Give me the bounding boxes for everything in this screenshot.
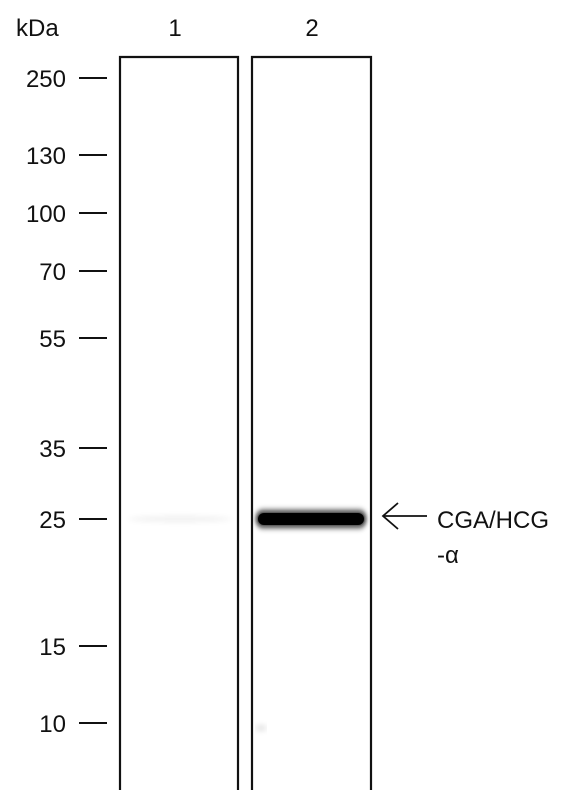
marker-label-35: 35 (39, 436, 66, 463)
unit-label: kDa (16, 15, 59, 42)
marker-label-25: 25 (39, 507, 66, 534)
marker-label-70: 70 (39, 259, 66, 286)
marker-ladder: 250 130 100 70 55 35 25 15 10 (26, 66, 107, 738)
lane-1-border (118, 55, 240, 790)
marker-label-100: 100 (26, 201, 66, 228)
marker-label-130: 130 (26, 143, 66, 170)
lane-2-border (250, 55, 373, 790)
marker-label-10: 10 (39, 711, 66, 738)
lane-1 (118, 55, 240, 790)
lane-1-faint-band (128, 516, 232, 522)
marker-label-15: 15 (39, 634, 66, 661)
target-label-line2: -α (437, 542, 459, 569)
marker-label-55: 55 (39, 326, 66, 353)
lane-2-speck (257, 725, 265, 731)
target-label-line1: CGA/HCG (437, 507, 549, 534)
lane-label-2: 2 (305, 15, 318, 42)
marker-label-250: 250 (26, 66, 66, 93)
target-arrow-icon (381, 502, 427, 530)
lane-2-band-core (258, 513, 364, 525)
lane-2 (250, 55, 373, 790)
lane-label-1: 1 (168, 15, 181, 42)
